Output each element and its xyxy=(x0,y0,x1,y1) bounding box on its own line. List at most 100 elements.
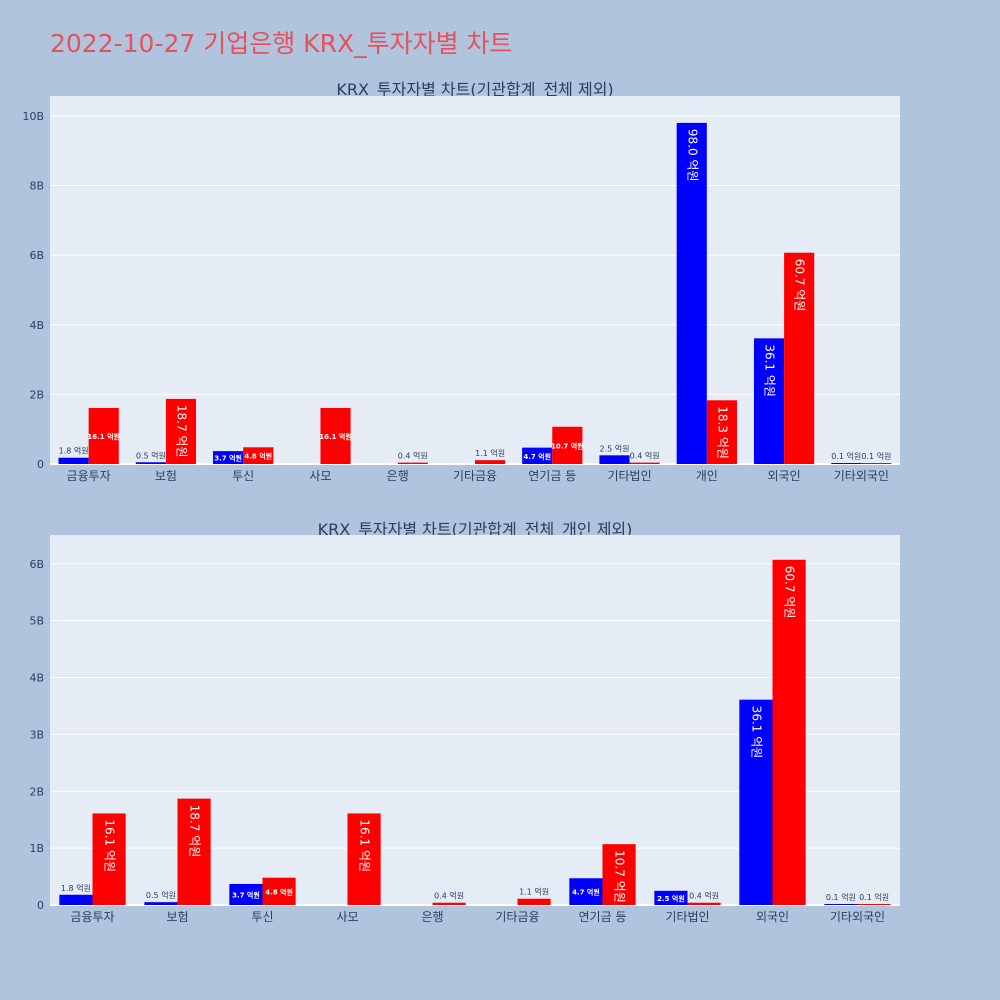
chart-1-data-label-s0-8: 98.0 억원 xyxy=(685,129,699,182)
chart-1-xtick-label-9: 외국인 xyxy=(768,469,801,483)
page-title: 2022-10-27 기업은행 KRX_투자자별 차트 xyxy=(50,29,513,58)
chart-2-ytick-label-3: 3B xyxy=(29,728,44,741)
chart-2-xtick-label-3: 사모 xyxy=(336,910,358,924)
chart-2-ytick-label-2: 2B xyxy=(29,785,44,798)
chart-2-bar-s1-0 xyxy=(92,813,126,905)
chart-2-bar-s0-6 xyxy=(569,878,603,905)
chart-1-bar-s0-7 xyxy=(599,455,630,464)
chart-1-data-label-s0-6: 4.7 억원 xyxy=(523,452,551,461)
chart-2-bar-s1-1 xyxy=(177,798,211,905)
chart-1: KRX_투자자별 차트(기관합계_전체 제외) 0 2B 4B 6B 8B 10B 금융투자… xyxy=(22,80,900,483)
chart-1-data-label-s0-9: 36.1 억원 xyxy=(763,344,777,397)
chart-1-data-label-s0-7: 2.5 억원 xyxy=(599,443,629,453)
chart-2-data-label-s1-5: 1.1 억원 xyxy=(519,887,549,897)
chart-1-bar-s1-1 xyxy=(165,398,197,464)
chart-1-data-label-s1-1: 18.7 억원 xyxy=(174,405,188,458)
chart-2-xtick-label-8: 외국인 xyxy=(756,910,789,924)
chart-2-ytick-label-5: 5B xyxy=(29,615,44,628)
chart-1-data-label-s1-5: 1.1 억원 xyxy=(475,448,505,458)
chart-1-xtick-label-8: 개인 xyxy=(696,469,718,483)
chart-1-bar-s1-7 xyxy=(629,462,660,464)
chart-2-ytick-label-4: 4B xyxy=(29,672,44,685)
chart-1-xtick-label-0: 금융투자 xyxy=(67,469,111,483)
chart-2-data-label-s0-2: 3.7 억원 xyxy=(232,890,260,899)
chart-1-data-label-s1-4: 0.4 억원 xyxy=(398,451,428,461)
chart-2-xtick-label-1: 보험 xyxy=(166,910,188,924)
chart-1-xtick-label-4: 은행 xyxy=(387,468,409,483)
chart-1-bar-s1-2 xyxy=(243,447,274,464)
chart-2-xtick-label-9: 기타외국인 xyxy=(830,910,885,924)
chart-1-data-label-s1-2: 4.8 억원 xyxy=(244,452,272,461)
chart-2-data-label-s1-4: 0.4 억원 xyxy=(434,891,464,901)
chart-1-ytick-label-1: 2B xyxy=(29,388,44,401)
chart-2-bar-s0-8 xyxy=(739,699,773,905)
chart-1-data-label-s1-8: 18.3 억원 xyxy=(715,406,729,459)
chart-2-bar-s1-9 xyxy=(857,904,891,905)
chart-2-bar-s1-7 xyxy=(687,902,721,905)
chart-2-bar-s0-2 xyxy=(229,883,263,905)
chart-1-xtick-label-3: 사모 xyxy=(309,469,331,483)
chart-2-bar-s0-1 xyxy=(144,902,178,905)
chart-1-xtick-label-6: 연기금 등 xyxy=(528,469,576,483)
chart-1-ytick-label-3: 6B xyxy=(29,249,44,262)
chart-2-ytick-label-1: 1B xyxy=(29,842,44,855)
chart-1-bar-s0-8 xyxy=(676,122,707,464)
chart-1-bar-s0-0 xyxy=(58,457,89,464)
chart-1-bar-s1-5 xyxy=(475,460,506,464)
chart-1-data-label-s1-6: 10.7 억원 xyxy=(551,441,584,450)
chart-2-xtick-label-6: 연기금 등 xyxy=(579,910,627,924)
chart-1-bar-s1-6 xyxy=(552,426,583,464)
chart-2-bar-s0-9 xyxy=(824,904,858,905)
chart-2-xtick-label-0: 금융투자 xyxy=(70,910,114,924)
chart-2-bar-s1-3 xyxy=(347,813,381,905)
chart-1-xtick-label-7: 기타법인 xyxy=(607,469,651,483)
chart-1-bar-s1-8 xyxy=(706,400,737,464)
chart-2-data-label-s0-7: 2.5 억원 xyxy=(657,894,685,903)
chart-1-ytick-label-5: 10B xyxy=(22,110,44,123)
chart-2-data-label-s0-1: 0.5 억원 xyxy=(146,890,176,900)
chart-2-data-label-s1-7: 0.4 억원 xyxy=(689,891,719,901)
chart-2-bar-s1-4 xyxy=(432,902,466,905)
chart-1-xtick-label-10: 기타외국인 xyxy=(834,469,889,483)
chart-2-xtick-label-7: 기타법인 xyxy=(665,910,709,924)
chart-1-xtick-label-2: 투신 xyxy=(232,469,254,483)
chart-2-data-label-s1-0: 16.1 억원 xyxy=(103,819,117,872)
chart-1-bar-s1-3 xyxy=(320,407,351,464)
chart-1-bar-s0-9 xyxy=(753,338,785,464)
chart-1-data-label-s0-2: 3.7 억원 xyxy=(214,454,242,463)
chart-2-bar-s0-0 xyxy=(59,894,93,905)
chart-1-bar-s0-10 xyxy=(831,463,862,464)
chart-1-data-label-s1-0: 16.1 억원 xyxy=(87,432,120,441)
chart-1-data-label-s0-0: 1.8 억원 xyxy=(59,446,89,456)
chart-1-xtick-label-5: 기타금융 xyxy=(453,469,497,483)
chart-1-ytick-label-2: 4B xyxy=(29,319,44,332)
chart-2-bar-s0-7 xyxy=(654,890,688,905)
chart-2-data-label-s1-6: 10.7 억원 xyxy=(613,850,627,903)
chart-2-data-label-s0-0: 1.8 억원 xyxy=(61,883,91,893)
chart-1-data-label-s0-10: 0.1 억원 xyxy=(831,451,861,461)
chart-2-data-label-s0-6: 4.7 억원 xyxy=(572,888,600,897)
chart-2-bar-s1-2 xyxy=(262,877,296,905)
chart-2-bar-s1-8 xyxy=(772,559,806,905)
chart-2-data-label-s0-9: 0.1 억원 xyxy=(826,892,856,902)
chart-1-bar-s1-10 xyxy=(861,463,892,464)
chart-1-xtick-label-1: 보험 xyxy=(155,469,177,483)
chart-1-bar-s0-1 xyxy=(135,462,166,464)
chart-2-bar-s1-5 xyxy=(517,898,551,905)
chart-2-data-label-s1-9: 0.1 억원 xyxy=(859,892,889,902)
chart-2-data-label-s1-3: 16.1 억원 xyxy=(358,819,372,872)
chart-1-ytick-label-4: 8B xyxy=(29,180,44,193)
chart-1-bar-s1-4 xyxy=(397,462,428,464)
chart-1-data-label-s1-7: 0.4 억원 xyxy=(630,451,660,461)
chart-2: KRX_투자자별 차트(기관합계_전체_개인 제외) 01B2B3B4B5B6B… xyxy=(29,520,900,924)
chart-2-xtick-label-2: 투신 xyxy=(251,910,273,924)
chart-2-data-label-s1-8: 60.7 억원 xyxy=(783,566,797,619)
chart-1-title: KRX_투자자별 차트(기관합계_전체 제외) xyxy=(336,80,613,100)
chart-2-data-label-s0-8: 36.1 억원 xyxy=(749,706,763,759)
chart-1-bar-s1-0 xyxy=(88,407,119,464)
chart-2-xtick-label-4: 은행 xyxy=(421,909,443,924)
chart-2-xtick-label-5: 기타금융 xyxy=(495,910,539,924)
chart-1-data-label-s1-9: 60.7 억원 xyxy=(793,259,807,312)
chart-1-bar-s0-2 xyxy=(213,451,244,464)
chart-1-ytick-label-0: 0 xyxy=(37,458,44,471)
